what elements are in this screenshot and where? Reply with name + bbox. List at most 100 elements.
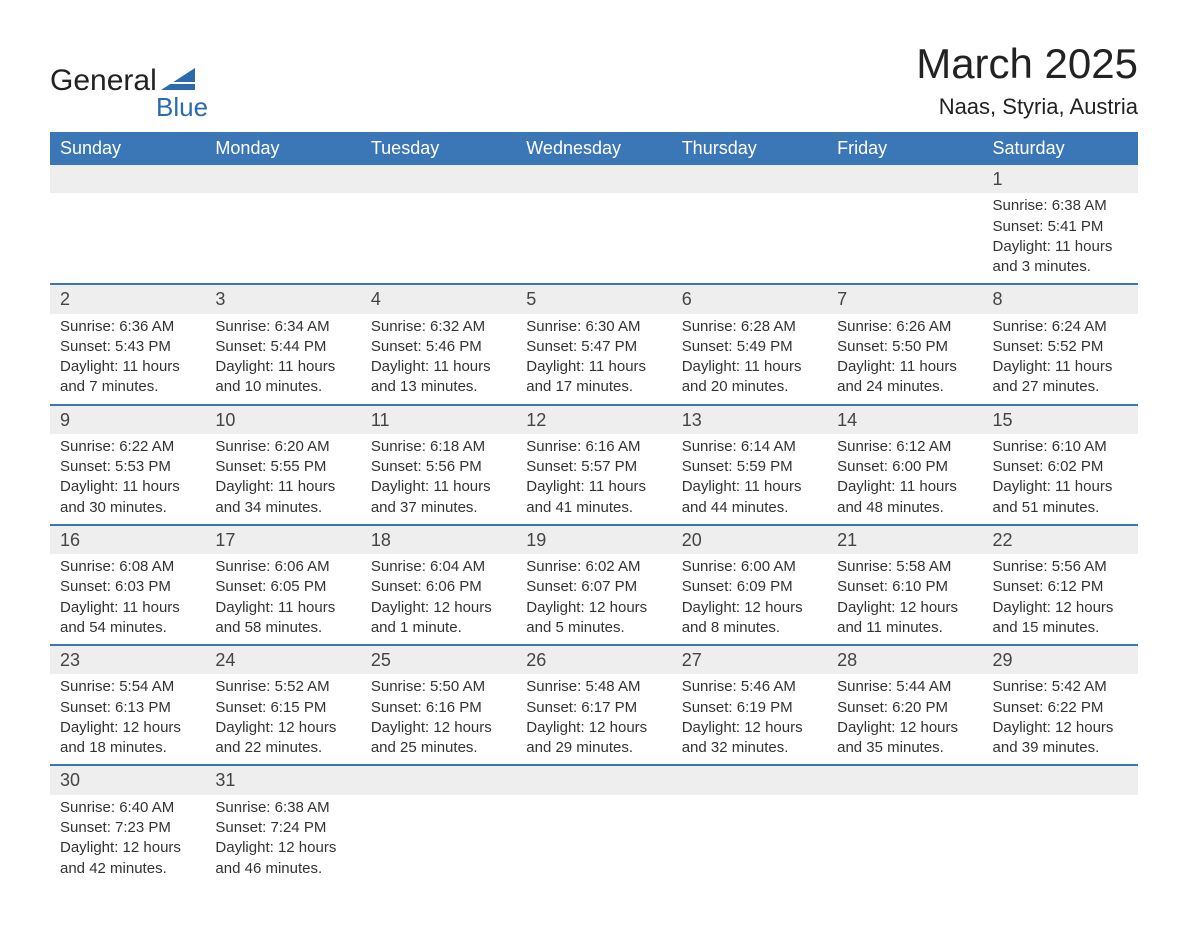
daylight-text-line1: Daylight: 11 hours [215,477,350,497]
day-number-cell [983,765,1138,794]
daylight-text-line1: Daylight: 11 hours [682,357,817,377]
daylight-text-line2: and 51 minutes. [993,498,1128,518]
sunrise-text: Sunrise: 6:36 AM [60,317,195,337]
sunrise-text: Sunrise: 6:18 AM [371,437,506,457]
day-detail-cell [50,193,205,284]
daylight-text-line2: and 29 minutes. [526,738,661,758]
col-wednesday: Wednesday [516,132,671,165]
day-number-cell: 25 [361,645,516,674]
day-detail-row: Sunrise: 6:08 AMSunset: 6:03 PMDaylight:… [50,554,1138,645]
sunset-text: Sunset: 6:12 PM [993,577,1128,597]
day-number-cell: 20 [672,525,827,554]
col-monday: Monday [205,132,360,165]
day-detail-row: Sunrise: 6:40 AMSunset: 7:23 PMDaylight:… [50,795,1138,885]
daylight-text-line2: and 8 minutes. [682,618,817,638]
sunrise-text: Sunrise: 6:32 AM [371,317,506,337]
daylight-text-line1: Daylight: 12 hours [993,718,1128,738]
daylight-text-line1: Daylight: 11 hours [371,477,506,497]
day-detail-cell [361,795,516,885]
sunset-text: Sunset: 5:57 PM [526,457,661,477]
sunrise-text: Sunrise: 6:16 AM [526,437,661,457]
day-number-row: 3031 [50,765,1138,794]
sunset-text: Sunset: 6:09 PM [682,577,817,597]
day-number-cell: 9 [50,405,205,434]
title-block: March 2025 Naas, Styria, Austria [916,40,1138,120]
day-detail-cell: Sunrise: 6:06 AMSunset: 6:05 PMDaylight:… [205,554,360,645]
daylight-text-line2: and 48 minutes. [837,498,972,518]
day-detail-cell: Sunrise: 6:20 AMSunset: 5:55 PMDaylight:… [205,434,360,525]
sunrise-text: Sunrise: 5:50 AM [371,677,506,697]
sunset-text: Sunset: 7:24 PM [215,818,350,838]
daylight-text-line1: Daylight: 12 hours [371,718,506,738]
sunset-text: Sunset: 6:15 PM [215,698,350,718]
day-detail-cell: Sunrise: 5:50 AMSunset: 6:16 PMDaylight:… [361,674,516,765]
sunset-text: Sunset: 5:59 PM [682,457,817,477]
calendar-table: Sunday Monday Tuesday Wednesday Thursday… [50,132,1138,885]
day-number-cell: 6 [672,284,827,313]
day-number-cell: 17 [205,525,360,554]
month-title: March 2025 [916,40,1138,88]
day-number-cell: 15 [983,405,1138,434]
day-number-row: 1 [50,165,1138,193]
day-number-cell: 26 [516,645,671,674]
daylight-text-line1: Daylight: 11 hours [526,477,661,497]
day-number-cell [50,165,205,193]
sunset-text: Sunset: 5:44 PM [215,337,350,357]
sunrise-text: Sunrise: 6:00 AM [682,557,817,577]
day-number-cell: 21 [827,525,982,554]
daylight-text-line2: and 54 minutes. [60,618,195,638]
day-number-cell: 28 [827,645,982,674]
daylight-text-line1: Daylight: 11 hours [682,477,817,497]
sunset-text: Sunset: 6:17 PM [526,698,661,718]
day-number-cell [516,165,671,193]
sunrise-text: Sunrise: 5:58 AM [837,557,972,577]
sunrise-text: Sunrise: 5:56 AM [993,557,1128,577]
daylight-text-line2: and 20 minutes. [682,377,817,397]
daylight-text-line1: Daylight: 11 hours [993,477,1128,497]
sunset-text: Sunset: 5:41 PM [993,217,1128,237]
sunrise-text: Sunrise: 6:02 AM [526,557,661,577]
sunrise-text: Sunrise: 5:54 AM [60,677,195,697]
day-number-cell [672,765,827,794]
day-detail-cell: Sunrise: 6:38 AMSunset: 5:41 PMDaylight:… [983,193,1138,284]
day-detail-cell: Sunrise: 5:48 AMSunset: 6:17 PMDaylight:… [516,674,671,765]
daylight-text-line1: Daylight: 11 hours [371,357,506,377]
day-detail-cell: Sunrise: 6:18 AMSunset: 5:56 PMDaylight:… [361,434,516,525]
daylight-text-line1: Daylight: 12 hours [526,598,661,618]
sunset-text: Sunset: 5:53 PM [60,457,195,477]
daylight-text-line1: Daylight: 12 hours [526,718,661,738]
sunset-text: Sunset: 6:07 PM [526,577,661,597]
day-detail-cell: Sunrise: 5:42 AMSunset: 6:22 PMDaylight:… [983,674,1138,765]
daylight-text-line2: and 44 minutes. [682,498,817,518]
sunset-text: Sunset: 6:05 PM [215,577,350,597]
sunset-text: Sunset: 6:02 PM [993,457,1128,477]
daylight-text-line2: and 39 minutes. [993,738,1128,758]
day-number-row: 23242526272829 [50,645,1138,674]
day-detail-cell [361,193,516,284]
day-number-cell [672,165,827,193]
daylight-text-line2: and 58 minutes. [215,618,350,638]
day-number-cell: 3 [205,284,360,313]
sunset-text: Sunset: 5:52 PM [993,337,1128,357]
sunset-text: Sunset: 7:23 PM [60,818,195,838]
sunset-text: Sunset: 6:06 PM [371,577,506,597]
sunrise-text: Sunrise: 6:22 AM [60,437,195,457]
daylight-text-line2: and 7 minutes. [60,377,195,397]
sunrise-text: Sunrise: 6:34 AM [215,317,350,337]
day-number-cell: 2 [50,284,205,313]
daylight-text-line2: and 30 minutes. [60,498,195,518]
sunrise-text: Sunrise: 6:12 AM [837,437,972,457]
col-friday: Friday [827,132,982,165]
daylight-text-line1: Daylight: 11 hours [60,598,195,618]
day-number-cell: 30 [50,765,205,794]
sunset-text: Sunset: 5:49 PM [682,337,817,357]
sunset-text: Sunset: 5:55 PM [215,457,350,477]
day-number-cell: 5 [516,284,671,313]
day-detail-cell: Sunrise: 5:56 AMSunset: 6:12 PMDaylight:… [983,554,1138,645]
daylight-text-line2: and 15 minutes. [993,618,1128,638]
day-number-cell: 8 [983,284,1138,313]
day-number-row: 2345678 [50,284,1138,313]
sunset-text: Sunset: 6:10 PM [837,577,972,597]
day-detail-cell: Sunrise: 6:10 AMSunset: 6:02 PMDaylight:… [983,434,1138,525]
day-detail-cell: Sunrise: 6:08 AMSunset: 6:03 PMDaylight:… [50,554,205,645]
